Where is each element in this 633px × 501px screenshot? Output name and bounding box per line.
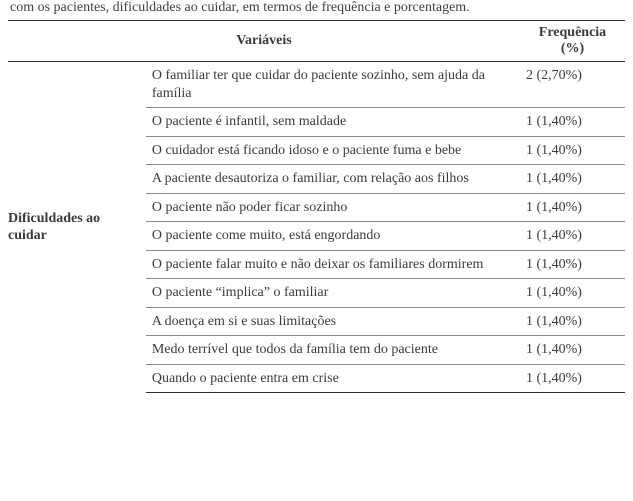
cell-freq: 1 (1,40%) (520, 279, 625, 308)
cell-freq: 1 (1,40%) (520, 136, 625, 165)
cell-freq: 1 (1,40%) (520, 307, 625, 336)
cell-desc: O paciente “implica” o familiar (146, 279, 520, 308)
cell-freq: 1 (1,40%) (520, 336, 625, 365)
table-row: Dificuldades ao cuidar O familiar ter qu… (8, 62, 625, 108)
table-caption-fragment: com os pacientes, dificuldades ao cuidar… (8, 0, 625, 16)
cell-freq: 1 (1,40%) (520, 165, 625, 194)
cell-freq: 1 (1,40%) (520, 250, 625, 279)
difficulties-table: Variáveis Frequência (%) Dificuldades ao… (8, 20, 625, 393)
cell-freq: 1 (1,40%) (520, 193, 625, 222)
cell-freq: 1 (1,40%) (520, 108, 625, 137)
cell-desc: O cuidador está ficando idoso e o pacien… (146, 136, 520, 165)
cell-desc: Medo terrível que todos da família tem d… (146, 336, 520, 365)
cell-freq: 2 (2,70%) (520, 62, 625, 108)
row-group-label: Dificuldades ao cuidar (8, 62, 146, 393)
cell-desc: O paciente não poder ficar sozinho (146, 193, 520, 222)
cell-desc: A doença em si e suas limitações (146, 307, 520, 336)
cell-freq: 1 (1,40%) (520, 364, 625, 393)
cell-desc: O paciente falar muito e não deixar os f… (146, 250, 520, 279)
table-header-row: Variáveis Frequência (%) (8, 21, 625, 62)
cell-desc: Quando o paciente entra em crise (146, 364, 520, 393)
cell-desc: O paciente é infantil, sem maldade (146, 108, 520, 137)
col-header-frequencia: Frequência (%) (520, 21, 625, 62)
col-header-variaveis: Variáveis (8, 21, 520, 62)
cell-desc: O familiar ter que cuidar do paciente so… (146, 62, 520, 108)
cell-freq: 1 (1,40%) (520, 222, 625, 251)
cell-desc: A paciente desautoriza o familiar, com r… (146, 165, 520, 194)
cell-desc: O paciente come muito, está engordando (146, 222, 520, 251)
